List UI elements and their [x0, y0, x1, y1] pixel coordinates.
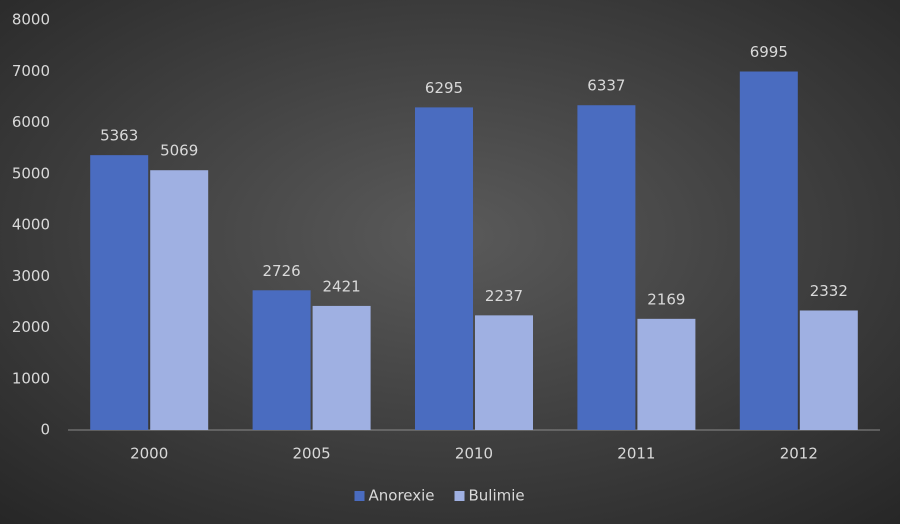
y-tick-label: 6000	[12, 113, 50, 131]
data-label: 5069	[160, 142, 198, 160]
x-tick-label: 2012	[780, 445, 818, 463]
x-tick-label: 2011	[617, 445, 655, 463]
y-tick-label: 5000	[12, 164, 50, 182]
bar	[312, 305, 371, 430]
bar	[799, 310, 858, 430]
bar	[577, 105, 636, 430]
data-label: 2169	[647, 290, 685, 308]
bar	[150, 170, 209, 430]
x-tick-label: 2010	[455, 445, 493, 463]
y-tick-label: 2000	[12, 318, 50, 336]
data-label: 6995	[750, 43, 788, 61]
legend-label: Bulimie	[469, 487, 525, 505]
x-tick-label: 2005	[293, 445, 331, 463]
bar	[252, 290, 311, 430]
data-label: 5363	[100, 127, 138, 145]
legend-swatch	[454, 491, 465, 501]
bar	[637, 318, 696, 430]
x-tick-label: 2000	[130, 445, 168, 463]
bar	[90, 155, 149, 431]
y-tick-label: 4000	[12, 216, 50, 234]
data-label: 6295	[425, 79, 463, 97]
data-label: 2726	[263, 262, 301, 280]
y-tick-label: 8000	[12, 11, 50, 29]
bar	[475, 315, 533, 430]
y-tick-label: 3000	[12, 267, 50, 285]
data-label: 2237	[485, 287, 523, 305]
legend-label: Anorexie	[369, 487, 435, 505]
bar	[415, 107, 473, 430]
bar	[739, 71, 798, 430]
y-tick-label: 0	[40, 421, 50, 439]
data-label: 6337	[587, 77, 625, 95]
data-label: 2421	[323, 277, 361, 295]
y-tick-label: 1000	[12, 369, 50, 387]
y-tick-label: 7000	[12, 62, 50, 80]
legend-swatch	[354, 491, 365, 501]
data-label: 2332	[810, 282, 848, 300]
